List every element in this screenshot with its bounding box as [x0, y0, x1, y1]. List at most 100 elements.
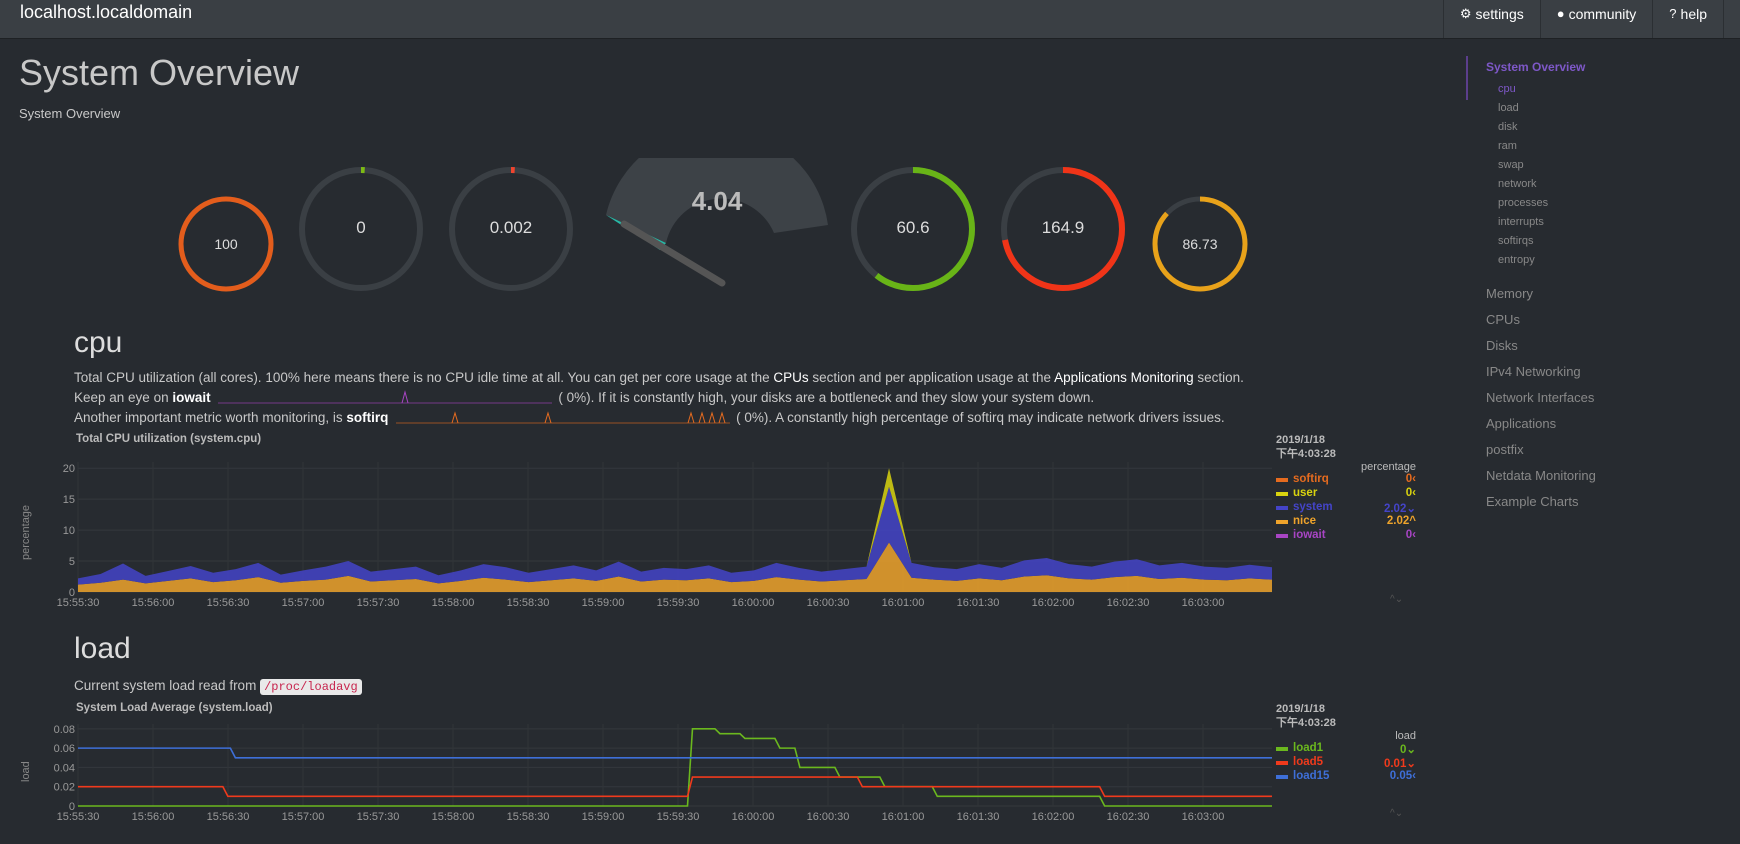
cpu-legend-user[interactable]: user 0‹ [1276, 487, 1416, 501]
page-title: System Overview [19, 52, 300, 93]
cpu-legend-system[interactable]: system 2.02⌄ [1276, 501, 1416, 515]
sidebar-item-ipv4[interactable]: IPv4 Networking [1486, 364, 1581, 379]
cpu-series-iowait [78, 468, 1272, 579]
gauge-1-value: 100 [214, 236, 238, 252]
sidebar-subitem-interrupts[interactable]: interrupts [1498, 216, 1544, 228]
sidebar-item-applications[interactable]: Applications [1486, 416, 1557, 431]
proc-loadavg-code: /proc/loadavg [260, 679, 362, 695]
x-tick-label: 15:59:30 [657, 597, 700, 609]
legend-swatch [1276, 534, 1288, 538]
gauge-2-value: 0 [356, 218, 366, 237]
load-legend-load15[interactable]: load15 0.05‹ [1276, 770, 1416, 784]
sidebar-subitem-softirqs[interactable]: softirqs [1498, 235, 1534, 247]
y-tick-label: 0.04 [54, 762, 75, 774]
sidebar-item-disks[interactable]: Disks [1486, 338, 1518, 353]
gauge-5[interactable]: 60.6 [850, 166, 976, 292]
gauge-2-ring [299, 167, 423, 291]
legend-value: 0‹ [1405, 473, 1416, 485]
cpu-chart-legend: 2019/1/18 下午4:03:28 percentage softirq 0‹… [1276, 433, 1416, 543]
load-series-load15 [78, 747, 1272, 759]
gauge-6[interactable]: 164.9 [1000, 166, 1126, 292]
legend-value: 0.01⌄ [1383, 758, 1416, 770]
x-tick-label: 15:57:00 [282, 597, 325, 609]
x-tick-label: 16:02:00 [1032, 597, 1075, 609]
gauge-3-ring [449, 167, 573, 291]
cpus-link[interactable]: CPUs [773, 370, 809, 385]
sidebar-subitem-network[interactable]: network [1498, 178, 1537, 190]
sidebar-subitem-disk[interactable]: disk [1498, 121, 1518, 133]
sidebar-item-memory[interactable]: Memory [1486, 286, 1533, 301]
x-tick-label: 15:58:30 [507, 597, 550, 609]
load-chart[interactable]: 0 0.02 0.04 0.06 0.08 15:55:30 15:56:00 15:56:3… [40, 716, 1280, 828]
legend-value: 2.02^ [1386, 515, 1416, 527]
x-tick-label: 16:00:30 [807, 597, 850, 609]
sidebar-subitem-entropy[interactable]: entropy [1498, 254, 1535, 266]
github-icon: ● [1556, 6, 1565, 21]
sidebar-subitem-ram[interactable]: ram [1498, 140, 1517, 152]
load-legend-load1[interactable]: load1 0⌄ [1276, 742, 1416, 756]
community-button[interactable]: ● community [1539, 0, 1653, 38]
help-button[interactable]: ? help [1652, 0, 1724, 38]
legend-name: load15 [1293, 770, 1330, 782]
gauge-1[interactable]: 100 [176, 194, 276, 294]
y-tick-label: 0.02 [54, 782, 75, 794]
cpu-legend-time: 下午4:03:28 [1276, 448, 1336, 460]
load-chart-resize-handle[interactable]: ^⌄ [1390, 808, 1404, 819]
cpu-legend-nice[interactable]: nice 2.02^ [1276, 515, 1416, 529]
sidebar-item-postfix[interactable]: postfix [1486, 442, 1524, 457]
x-tick-label: 16:02:30 [1107, 597, 1150, 609]
sidebar-item-system-overview[interactable]: System Overview [1486, 60, 1586, 74]
cpu-legend-softirq[interactable]: softirq 0‹ [1276, 473, 1416, 487]
sidebar-subitem-processes[interactable]: processes [1498, 197, 1549, 209]
settings-label: settings [1475, 6, 1524, 22]
y-tick-label: 0 [69, 801, 75, 813]
legend-value: 0‹ [1405, 529, 1416, 541]
softirq-desc-b: ( 0%). A constantly high percentage of s… [736, 410, 1225, 425]
x-tick-label: 16:01:30 [957, 811, 1000, 823]
x-tick-label: 15:58:30 [507, 811, 550, 823]
x-tick-label: 16:02:00 [1032, 811, 1075, 823]
x-tick-label: 15:57:30 [357, 597, 400, 609]
cpu-legend-rows: softirq 0‹ user 0‹ system 2.02⌄ nice 2.02^ iowai… [1276, 473, 1416, 543]
navbar-buttons: ⚙ settings ● community ? help [1442, 0, 1740, 38]
x-tick-label: 15:57:30 [357, 811, 400, 823]
softirq-desc-a: Another important metric worth monitorin… [74, 410, 347, 425]
x-tick-label: 16:03:00 [1182, 597, 1225, 609]
cpu-legend-iowait[interactable]: iowait 0‹ [1276, 529, 1416, 543]
x-tick-label: 15:58:00 [432, 597, 475, 609]
x-tick-label: 16:00:30 [807, 811, 850, 823]
legend-name: system [1293, 501, 1333, 513]
sidebar-subitem-load[interactable]: load [1498, 102, 1519, 114]
sidebar-item-cpus[interactable]: CPUs [1486, 312, 1520, 327]
y-tick-label: 0 [69, 587, 75, 599]
cpu-chart-resize-handle[interactable]: ^⌄ [1390, 594, 1404, 605]
cpu-legend-date: 2019/1/18 [1276, 434, 1325, 446]
sidebar-subitem-swap[interactable]: swap [1498, 159, 1524, 171]
cpu-chart[interactable]: 0 5 10 15 20 15:55:30 15:56:00 15:56:30 15:57:00… [40, 448, 1280, 612]
load-legend-load5[interactable]: load5 0.01⌄ [1276, 756, 1416, 770]
legend-value: 0⌄ [1399, 744, 1416, 756]
sidebar-item-example-charts[interactable]: Example Charts [1486, 494, 1579, 509]
hostname-brand[interactable]: localhost.localdomain [20, 2, 193, 22]
sidebar-item-netdata-monitoring[interactable]: Netdata Monitoring [1486, 468, 1596, 483]
legend-swatch [1276, 492, 1288, 496]
x-tick-label: 16:01:00 [882, 811, 925, 823]
legend-value: 0.05‹ [1389, 770, 1416, 782]
cpu-description-line1: Total CPU utilization (all cores). 100% … [74, 370, 1244, 385]
gauge-7[interactable]: 86.73 [1150, 194, 1250, 294]
sidebar-subitem-cpu[interactable]: cpu [1498, 83, 1516, 95]
gauge-2[interactable]: 0 [298, 166, 424, 292]
gauge-5-value: 60.6 [896, 218, 930, 237]
legend-name: load5 [1293, 756, 1324, 768]
settings-button[interactable]: ⚙ settings [1442, 0, 1540, 38]
speedometer-dial [606, 127, 828, 287]
gear-icon: ⚙ [1459, 6, 1472, 21]
x-tick-label: 16:00:00 [732, 811, 775, 823]
cpu-desc-text-a: Total CPU utilization (all cores). 100% … [74, 370, 774, 385]
legend-name: iowait [1293, 529, 1326, 541]
load-speedometer[interactable]: 4.04 [604, 127, 830, 292]
gauge-3[interactable]: 0.002 [448, 166, 574, 292]
sidebar-item-network-interfaces[interactable]: Network Interfaces [1486, 390, 1595, 405]
applications-monitoring-link[interactable]: Applications Monitoring [1054, 370, 1194, 385]
cpu-desc-text-b: section and per application usage at the [808, 370, 1055, 385]
